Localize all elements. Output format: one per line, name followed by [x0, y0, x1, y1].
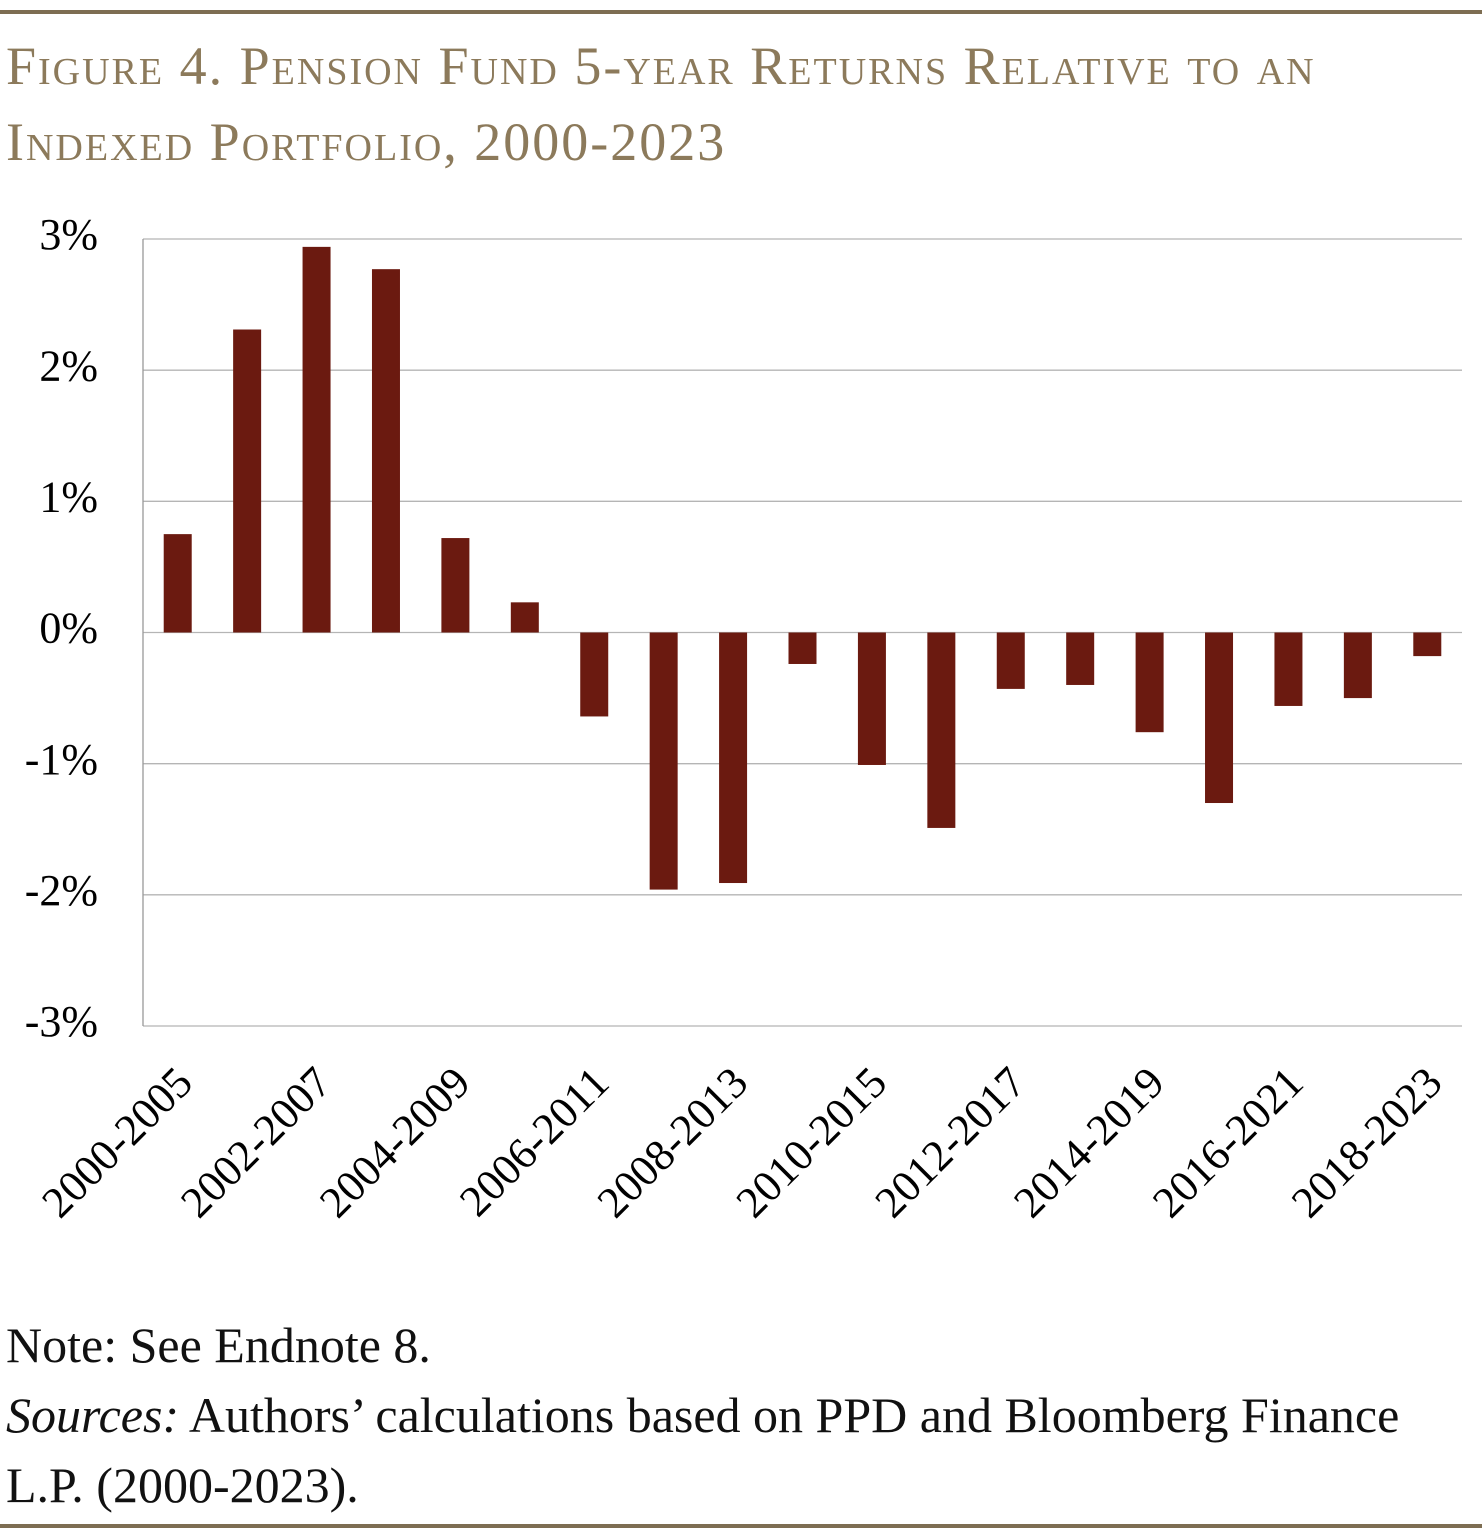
chart-title: Figure 4. Pension Fund 5-year Returns Re…	[6, 36, 1316, 172]
bar	[163, 534, 192, 633]
y-tick-label: 2%	[39, 341, 98, 390]
y-tick-label: 0%	[39, 604, 98, 653]
bar	[1205, 632, 1234, 804]
bottom-rule	[0, 1524, 1482, 1528]
bar	[1274, 632, 1303, 706]
x-tick-label: 2016-2021	[1143, 1058, 1312, 1227]
x-tick-label: 2018-2023	[1282, 1058, 1451, 1227]
bar	[233, 329, 262, 633]
y-tick-label: 1%	[39, 472, 98, 521]
sources-label: Sources:	[6, 1387, 180, 1443]
bar	[302, 246, 331, 633]
y-tick-label: -1%	[25, 735, 98, 784]
bar	[1413, 632, 1442, 657]
bar	[719, 632, 748, 884]
x-tick-label: 2008-2013	[588, 1058, 757, 1227]
y-tick-label: 3%	[39, 210, 98, 259]
bar	[510, 602, 539, 633]
y-tick-label: -2%	[25, 866, 98, 915]
bar	[788, 632, 817, 664]
y-tick-label: -3%	[25, 997, 98, 1046]
sources: Sources: Authors’ calculations based on …	[6, 1380, 1482, 1520]
x-tick-label: 2000-2005	[32, 1058, 201, 1227]
sources-text: Authors’ calculations based on PPD and B…	[6, 1387, 1400, 1513]
chart: -3% -2% -1% 0% 1% 2% 3% 2000-20052002-20072004-…	[25, 210, 1462, 1227]
top-rule	[0, 10, 1482, 14]
x-tick-label: 2004-2009	[310, 1058, 479, 1227]
bar	[371, 269, 400, 633]
x-tick-label: 2010-2015	[727, 1058, 896, 1227]
bar	[441, 538, 470, 633]
x-tick-label: 2012-2017	[866, 1058, 1035, 1227]
x-tick-label: 2006-2011	[450, 1058, 618, 1226]
bar	[857, 632, 886, 765]
bar	[1135, 632, 1164, 733]
bar	[1343, 632, 1372, 699]
x-tick-label: 2002-2007	[171, 1058, 340, 1227]
bar	[996, 632, 1025, 689]
x-tick-label: 2014-2019	[1004, 1058, 1173, 1227]
bar	[927, 632, 956, 828]
bar	[1066, 632, 1095, 685]
notes: Note: See Endnote 8. Sources: Authors’ c…	[6, 1310, 1482, 1520]
note: Note: See Endnote 8.	[6, 1317, 431, 1373]
bar	[580, 632, 609, 717]
bar	[649, 632, 678, 890]
